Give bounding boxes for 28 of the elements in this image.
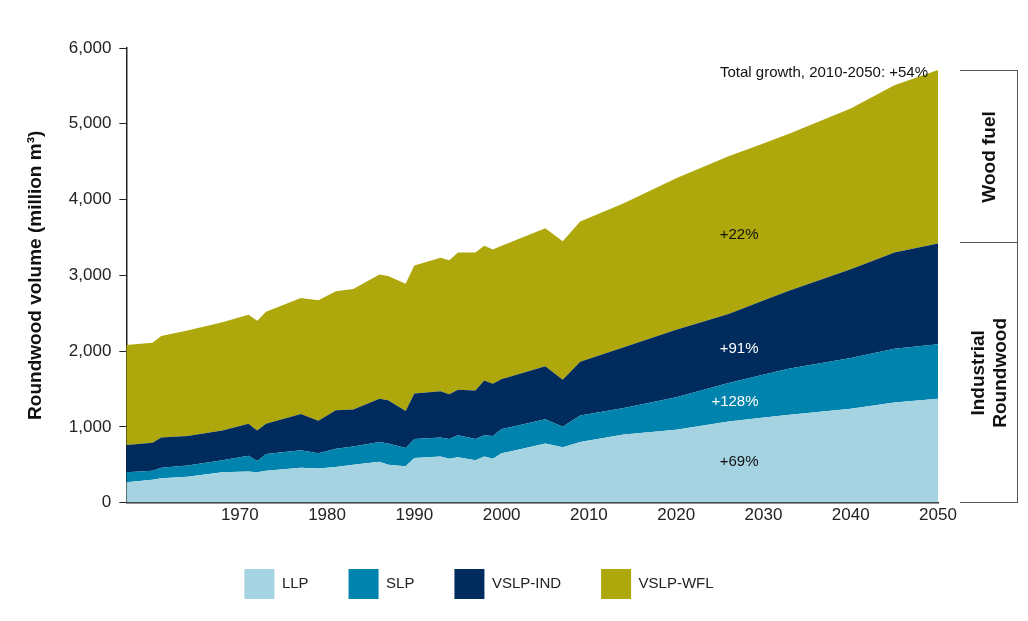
text: Wood fuel xyxy=(978,109,1000,205)
y-axis-title: Roundwood volume (million m³) xyxy=(23,130,45,420)
x-tick-label: 1980 xyxy=(308,505,346,525)
y-tick-label: 6,000 xyxy=(68,37,112,57)
y-tick-label: 1,000 xyxy=(68,416,112,436)
x-tick-label: 1990 xyxy=(395,505,434,525)
annotation: +22% xyxy=(719,225,759,243)
x-tick-label: 1970 xyxy=(220,505,259,525)
x-tick-label: 2050 xyxy=(919,505,957,525)
x-tick-label: 2030 xyxy=(744,505,783,525)
legend-label: SLP xyxy=(386,574,415,592)
y-tick-label: 5,000 xyxy=(68,113,112,133)
text: Industrial Roundwood xyxy=(967,317,1011,428)
legend-label: VSLP-WFL xyxy=(638,574,714,592)
y-tick-label: 4,000 xyxy=(68,189,112,209)
y-tick-label: 3,000 xyxy=(68,264,112,284)
x-tick-label: 2040 xyxy=(831,505,870,525)
annotation: Total growth, 2010-2050: +54% xyxy=(719,63,928,81)
y-tick-label: 0 xyxy=(101,492,112,512)
x-tick-label: 2020 xyxy=(657,505,696,525)
legend-label: LLP xyxy=(281,574,309,592)
annotation: +91% xyxy=(719,338,759,356)
annotation: +69% xyxy=(719,452,759,470)
y-tick-label: 2,000 xyxy=(68,340,112,360)
legend-label: VSLP-IND xyxy=(491,574,562,592)
annotation: +128% xyxy=(711,392,759,410)
x-tick-label: 2010 xyxy=(569,505,608,525)
x-tick-label: 2000 xyxy=(482,505,521,525)
